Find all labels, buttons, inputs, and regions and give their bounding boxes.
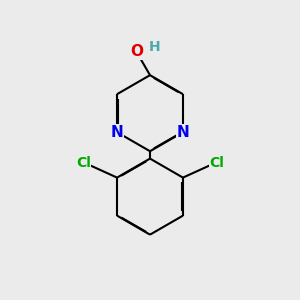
Text: N: N <box>177 125 189 140</box>
Text: N: N <box>111 125 123 140</box>
Text: H: H <box>148 40 160 54</box>
Text: O: O <box>130 44 143 59</box>
Text: Cl: Cl <box>76 156 91 170</box>
Text: Cl: Cl <box>209 156 224 170</box>
